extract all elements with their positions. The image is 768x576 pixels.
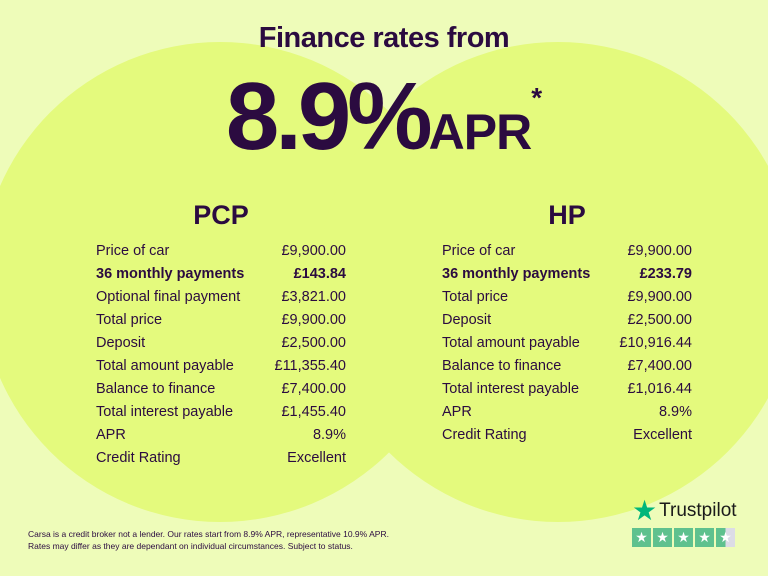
- row-value: £9,900.00: [281, 243, 346, 259]
- row-value: £143.84: [293, 266, 346, 282]
- row-label: Deposit: [96, 335, 146, 351]
- row-value: Excellent: [287, 450, 346, 466]
- row-label: Total amount payable: [442, 335, 580, 351]
- table-row: Balance to finance £7,400.00: [96, 378, 346, 401]
- row-label: 36 monthly payments: [96, 266, 245, 282]
- disclaimer-line: Carsa is a credit broker not a lender. O…: [28, 529, 389, 539]
- hp-title: HP: [548, 200, 586, 230]
- disclaimer: Carsa is a credit broker not a lender. O…: [28, 528, 389, 552]
- table-row: Total amount payable £10,916.44: [442, 332, 692, 355]
- row-label: Total amount payable: [96, 358, 234, 374]
- row-value: 8.9%: [658, 404, 692, 420]
- row-label: APR: [96, 427, 126, 443]
- rate-footnote-mark: *: [531, 82, 543, 113]
- rating-star-icon: ★: [653, 528, 672, 547]
- row-value: £9,900.00: [627, 289, 692, 305]
- background-circle-right: [318, 42, 768, 522]
- row-value: £233.79: [639, 266, 692, 282]
- rating-star-icon: ★: [674, 528, 693, 547]
- row-label: Balance to finance: [442, 358, 562, 374]
- row-value: £2,500.00: [627, 312, 692, 328]
- table-row: Balance to finance £7,400.00: [442, 355, 692, 378]
- table-row: Credit Rating Excellent: [96, 447, 346, 470]
- row-label: Total interest payable: [96, 404, 234, 420]
- trustpilot-rating: ★ ★ ★ ★ ★: [632, 528, 737, 547]
- table-row: Price of car £9,900.00: [442, 240, 692, 263]
- row-value: £2,500.00: [281, 335, 346, 351]
- table-row: Optional final payment £3,821.00: [96, 286, 346, 309]
- row-value: £1,016.44: [627, 381, 692, 397]
- table-row: APR 8.9%: [96, 424, 346, 447]
- star-icon: ★: [632, 495, 658, 526]
- row-value: £1,455.40: [281, 404, 346, 420]
- row-value: £9,900.00: [281, 312, 346, 328]
- row-label: Price of car: [442, 243, 516, 259]
- trustpilot-badge[interactable]: ★ Trustpilot ★ ★ ★ ★ ★: [632, 495, 737, 547]
- table-row: Total price £9,900.00: [442, 286, 692, 309]
- rate-display: 8.9%APR*: [0, 62, 768, 172]
- table-row: Price of car £9,900.00: [96, 240, 346, 263]
- row-value: 8.9%: [312, 427, 346, 443]
- row-value: £7,400.00: [281, 381, 346, 397]
- headline: Finance rates from: [258, 22, 510, 54]
- row-value: Excellent: [633, 427, 692, 443]
- table-row: Deposit £2,500.00: [96, 332, 346, 355]
- rate-unit: APR: [428, 104, 533, 160]
- rating-star-icon: ★: [695, 528, 714, 547]
- table-row: 36 monthly payments £233.79: [442, 263, 692, 286]
- row-value: £9,900.00: [627, 243, 692, 259]
- row-label: Total price: [96, 312, 163, 328]
- trustpilot-name: Trustpilot: [659, 500, 737, 521]
- row-label: APR: [442, 404, 472, 420]
- rate-value: 8.9%: [225, 63, 433, 170]
- row-label: Optional final payment: [96, 289, 241, 305]
- row-label: Deposit: [442, 312, 492, 328]
- row-label: Balance to finance: [96, 381, 216, 397]
- row-value: £10,916.44: [619, 335, 692, 351]
- disclaimer-line: Rates may differ as they are dependant o…: [28, 541, 353, 551]
- row-label: Total price: [442, 289, 509, 305]
- table-row: Total amount payable £11,355.40: [96, 355, 346, 378]
- table-row: Deposit £2,500.00: [442, 309, 692, 332]
- row-value: £7,400.00: [627, 358, 692, 374]
- table-row: APR 8.9%: [442, 401, 692, 424]
- rating-star-icon: ★: [716, 528, 735, 547]
- row-label: 36 monthly payments: [442, 266, 591, 282]
- table-row: 36 monthly payments £143.84: [96, 263, 346, 286]
- row-value: £3,821.00: [281, 289, 346, 305]
- table-row: Total interest payable £1,455.40: [96, 401, 346, 424]
- row-label: Price of car: [96, 243, 170, 259]
- pcp-title: PCP: [193, 200, 249, 230]
- table-row: Total price £9,900.00: [96, 309, 346, 332]
- rating-star-icon: ★: [632, 528, 651, 547]
- hp-table: Price of car £9,900.00 36 monthly payments…: [442, 240, 692, 447]
- row-label: Total interest payable: [442, 381, 580, 397]
- table-row: Total interest payable £1,016.44: [442, 378, 692, 401]
- table-row: Credit Rating Excellent: [442, 424, 692, 447]
- pcp-table: Price of car £9,900.00 36 monthly payments…: [96, 240, 346, 470]
- row-label: Credit Rating: [442, 427, 527, 443]
- row-value: £11,355.40: [274, 358, 347, 374]
- row-label: Credit Rating: [96, 450, 181, 466]
